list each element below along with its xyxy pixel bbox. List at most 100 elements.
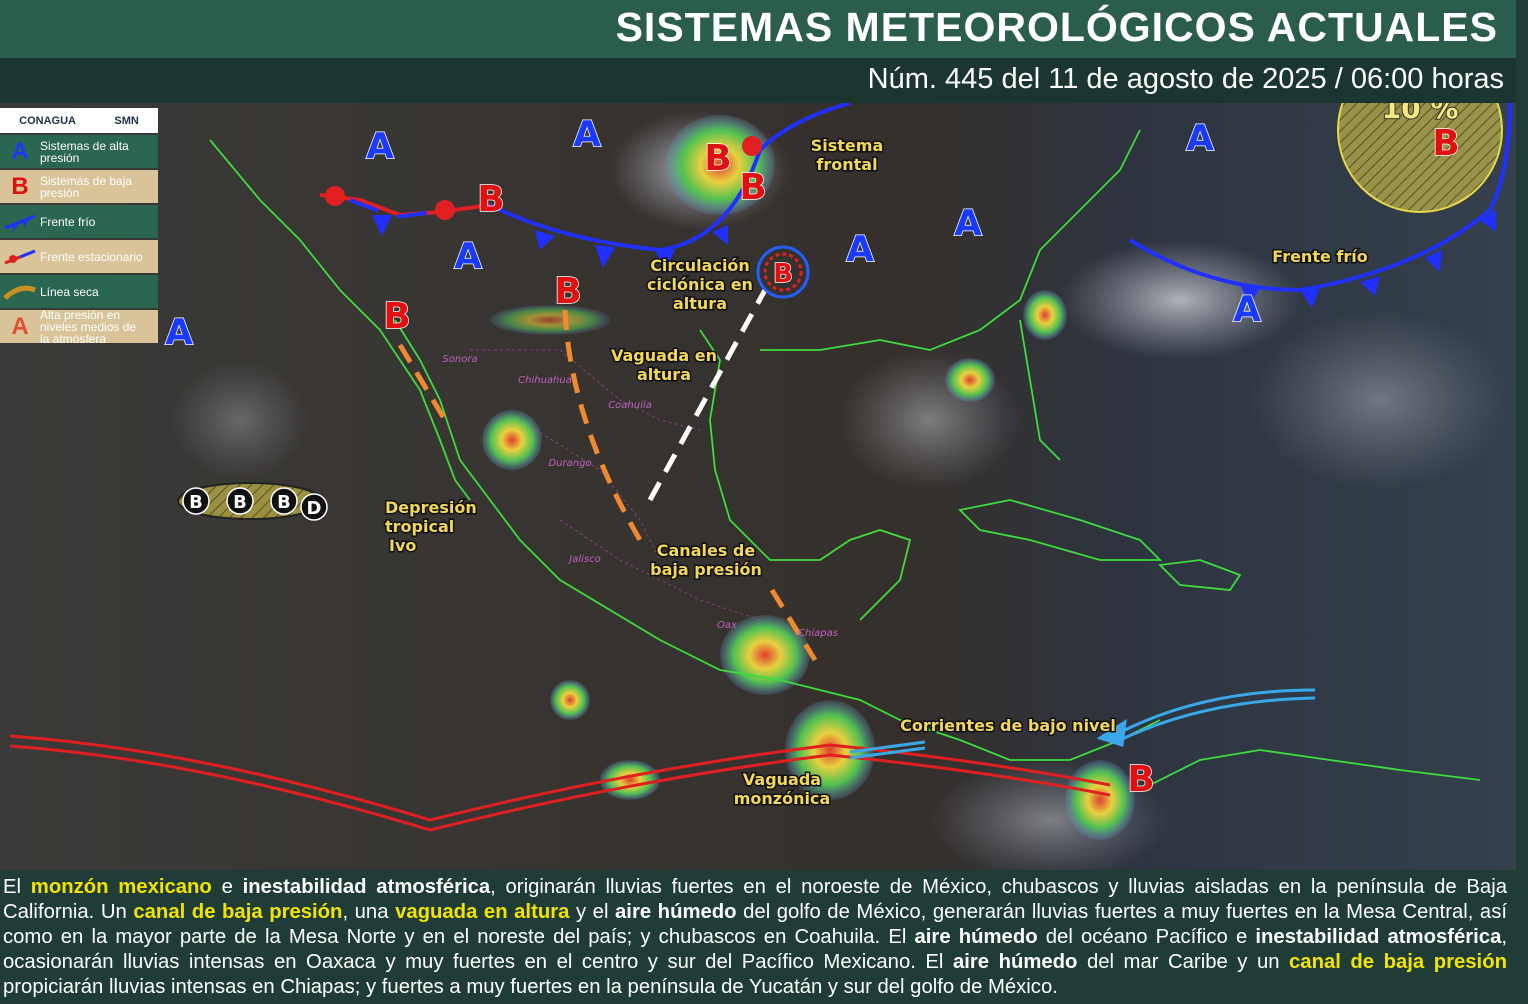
subtitle-bar: Núm. 445 del 11 de agosto de 2025 / 06:0… bbox=[0, 58, 1516, 103]
low-level-currents bbox=[849, 688, 1316, 760]
legend-symbol: A bbox=[11, 137, 29, 165]
map-label-line: tropical bbox=[385, 517, 454, 536]
bulletin-text: y el bbox=[569, 901, 616, 923]
bulletin-text: vaguada en altura bbox=[395, 901, 570, 923]
bulletin-text: inestabilidad atmosférica bbox=[242, 876, 491, 898]
map-label-line: frontal bbox=[816, 155, 877, 174]
bulletin-text: aire húmedo bbox=[952, 951, 1078, 973]
tropical-depression-marker bbox=[270, 487, 298, 515]
map-label-line: Vaguada en bbox=[611, 346, 717, 365]
legend-symbol: B bbox=[11, 172, 29, 200]
tropical-depression-marker bbox=[226, 487, 254, 515]
stationary-front bbox=[319, 186, 491, 236]
bulletin-text: del mar Caribe y un bbox=[1077, 951, 1290, 973]
high-pressure: A bbox=[1233, 289, 1261, 330]
map-label-line: Corrientes de bajo nivel bbox=[900, 716, 1116, 735]
legend-items: A Sistemas de alta presión B Sistemas de ba… bbox=[0, 135, 158, 346]
legend-label: Frente frío bbox=[40, 214, 96, 229]
high-pressure: A bbox=[954, 203, 982, 244]
map: A A A A A A A A B B B B B B B B B B B D 10 % Sistema frontal Ci… bbox=[0, 103, 1516, 870]
map-label-line: monzónica bbox=[734, 789, 831, 808]
high-pressure: A bbox=[573, 114, 601, 155]
bulletin-text: , una bbox=[342, 901, 396, 923]
high-pressure: A bbox=[165, 312, 193, 353]
probability-area bbox=[1337, 103, 1503, 213]
upper-low: B bbox=[773, 259, 793, 289]
tropical-depression-letter: B bbox=[189, 492, 203, 513]
title: SISTEMAS METEOROLÓGICOS ACTUALES bbox=[615, 4, 1498, 50]
tropical-depression-marker bbox=[300, 493, 328, 521]
legend-symbol: A bbox=[11, 312, 29, 340]
legend-item: A Sistemas de alta presión bbox=[0, 135, 158, 168]
logo: SMN bbox=[114, 114, 139, 127]
state-name: Sonora bbox=[442, 354, 477, 365]
low-pressure-troughs bbox=[397, 309, 818, 662]
state-name: Coahuila bbox=[608, 400, 652, 411]
legend-label: Sistemas de alta presión bbox=[40, 138, 129, 165]
legend-symbol bbox=[0, 282, 40, 302]
bulletin-text: propiciarán lluvias intensas en Chiapas;… bbox=[3, 976, 1058, 998]
map-label-line: Circulación bbox=[650, 256, 750, 275]
legend-symbol bbox=[0, 247, 40, 267]
bulletin-text: aire húmedo bbox=[914, 926, 1038, 948]
legend-item: Frente estacionario bbox=[0, 240, 158, 273]
low-pressure: B bbox=[383, 296, 410, 337]
high-pressure: A bbox=[454, 236, 482, 277]
legend-label: Sistemas de baja presión bbox=[40, 173, 133, 200]
tropical-depression-letter: D bbox=[307, 498, 322, 519]
legend-item: Frente frío bbox=[0, 205, 158, 238]
map-label: Vaguada en altura bbox=[611, 346, 717, 384]
map-label-line: Vaguada bbox=[743, 770, 821, 789]
low-pressure: B bbox=[477, 179, 504, 220]
monsoon-trough bbox=[9, 734, 1111, 832]
map-label-line: baja presión bbox=[650, 560, 762, 579]
map-label: Depresión tropical Ivo bbox=[385, 498, 477, 555]
high-pressure: A bbox=[846, 229, 874, 270]
low-pressure: B bbox=[1432, 123, 1459, 164]
state-name: Chihuahua bbox=[518, 375, 572, 386]
bulletin-text: del océano Pacífico e bbox=[1037, 926, 1256, 948]
map-label: Sistema frontal bbox=[811, 136, 884, 174]
bulletin-text: , originarán lluvias fuertes en el noroe… bbox=[3, 876, 1507, 923]
map-label-line: Frente frío bbox=[1272, 247, 1367, 266]
low-pressure: B bbox=[739, 167, 766, 208]
low-pressure: B bbox=[1127, 759, 1154, 800]
subtitle: Núm. 445 del 11 de agosto de 2025 / 06:0… bbox=[867, 63, 1504, 95]
legend: CONAGUA SMN A Sistemas de alta presión B Sis… bbox=[0, 108, 158, 346]
bulletin-text: canal de baja presión bbox=[1289, 951, 1507, 973]
map-label-line: Canales de bbox=[657, 541, 756, 560]
bulletin-text: e bbox=[211, 876, 243, 898]
legend-label: Alta presión en niveles medios de la atm… bbox=[40, 307, 137, 346]
map-label: Frente frío bbox=[1272, 247, 1367, 266]
low-pressure: B bbox=[704, 138, 731, 179]
map-label: Circulación ciclónica en altura bbox=[647, 256, 753, 313]
legend-label: Línea seca bbox=[40, 284, 99, 299]
logo-strip: CONAGUA SMN bbox=[0, 108, 158, 133]
legend-label: Frente estacionario bbox=[40, 249, 143, 264]
map-label-line: altura bbox=[673, 294, 727, 313]
bulletin-text: El bbox=[3, 876, 31, 898]
upper-low-ring bbox=[756, 245, 810, 299]
map-label-line: Sistema bbox=[811, 136, 884, 155]
state-name: Durango bbox=[548, 458, 591, 469]
low-pressure: B bbox=[554, 271, 581, 312]
legend-item: B Sistemas de baja presión bbox=[0, 170, 158, 203]
bulletin-text: inestabilidad atmosférica bbox=[1255, 926, 1502, 948]
map-label: Corrientes de bajo nivel bbox=[900, 716, 1116, 735]
probability-label: 10 % bbox=[1382, 103, 1459, 125]
map-label: Canales de baja presión bbox=[650, 541, 762, 579]
bulletin-text: aire húmedo bbox=[615, 901, 737, 923]
state-name: Oax bbox=[717, 620, 737, 631]
legend-symbol bbox=[0, 212, 40, 232]
legend-item: A Alta presión en niveles medios de la at… bbox=[0, 307, 158, 346]
state-name: Jalisco bbox=[567, 554, 600, 565]
cold-front-east bbox=[1128, 103, 1512, 308]
map-label-line: altura bbox=[637, 365, 691, 384]
map-label-line: ciclónica en bbox=[647, 275, 753, 294]
bulletin: El monzón mexicano e inestabilidad atmos… bbox=[0, 870, 1510, 1004]
high-pressure: A bbox=[366, 126, 394, 167]
state-name: Chiapas bbox=[798, 628, 838, 639]
legend-item: Línea seca bbox=[0, 275, 158, 308]
